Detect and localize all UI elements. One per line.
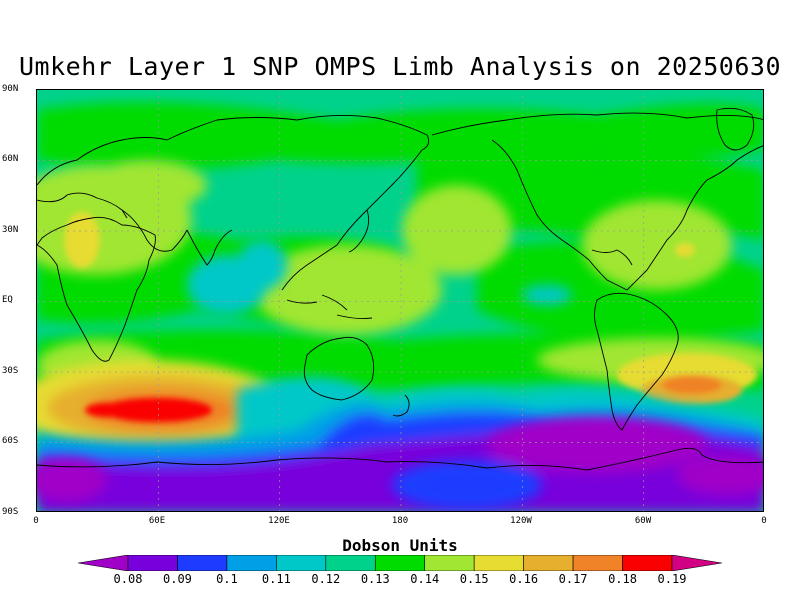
ozone-map (37, 90, 763, 511)
colorbar-label: 0.15 (459, 572, 489, 586)
colorbar-upper-extension (671, 555, 722, 571)
colorbar-label: 0.13 (360, 572, 390, 586)
lat-tick-label: EQ (2, 295, 13, 305)
lat-tick-label: 60N (2, 154, 19, 164)
lat-tick-label: 90N (2, 84, 19, 94)
colorbar-label: 0.19 (657, 572, 687, 586)
colorbar-swatch (523, 555, 574, 571)
lon-tick-label: 180 (391, 516, 409, 526)
lat-tick-label: 30N (2, 225, 19, 235)
lon-tick-label: 0 (33, 516, 39, 526)
colorbar-swatch (276, 555, 327, 571)
colorbar-label: 0.18 (608, 572, 637, 586)
colorbar-swatch (177, 555, 228, 571)
lat-tick-label: 30S (2, 366, 19, 376)
lon-tick-label: 120W (510, 516, 532, 526)
lat-tick-label: 60S (2, 436, 19, 446)
map-panel (36, 89, 764, 512)
colorbar-swatch (374, 555, 426, 571)
colorbar-label: 0.16 (509, 572, 539, 586)
colorbar-swatch (127, 555, 178, 571)
colorbar-label: 0.14 (410, 572, 440, 586)
colorbar-label: 0.09 (163, 572, 192, 586)
colorbar-title: Dobson Units (342, 536, 458, 555)
colorbar-lower-extension (78, 555, 129, 571)
colorbar-label: 0.1 (216, 572, 238, 586)
lon-tick-label: 60E (148, 516, 166, 526)
colorbar-label: 0.08 (113, 572, 143, 586)
ozone-field-contours (37, 102, 763, 511)
colorbar-swatch (325, 555, 376, 571)
colorbar-swatch (473, 555, 524, 571)
lon-tick-label: 60W (634, 516, 652, 526)
colorbar-swatch (622, 555, 673, 571)
coastlines (37, 107, 763, 471)
lat-tick-label: 90S (2, 507, 19, 517)
colorbar-swatch (226, 555, 277, 571)
colorbar-label: 0.11 (261, 572, 291, 586)
colorbar (78, 555, 722, 571)
map-title: Umkehr Layer 1 SNP OMPS Limb Analysis on… (18, 52, 781, 81)
lon-tick-label: 0 (761, 516, 767, 526)
colorbar-swatch (572, 555, 623, 571)
lon-tick-label: 120E (268, 516, 290, 526)
graticule (37, 90, 763, 511)
colorbar-swatch (424, 555, 475, 571)
colorbar-label: 0.12 (311, 572, 341, 586)
colorbar-label: 0.17 (558, 572, 588, 586)
